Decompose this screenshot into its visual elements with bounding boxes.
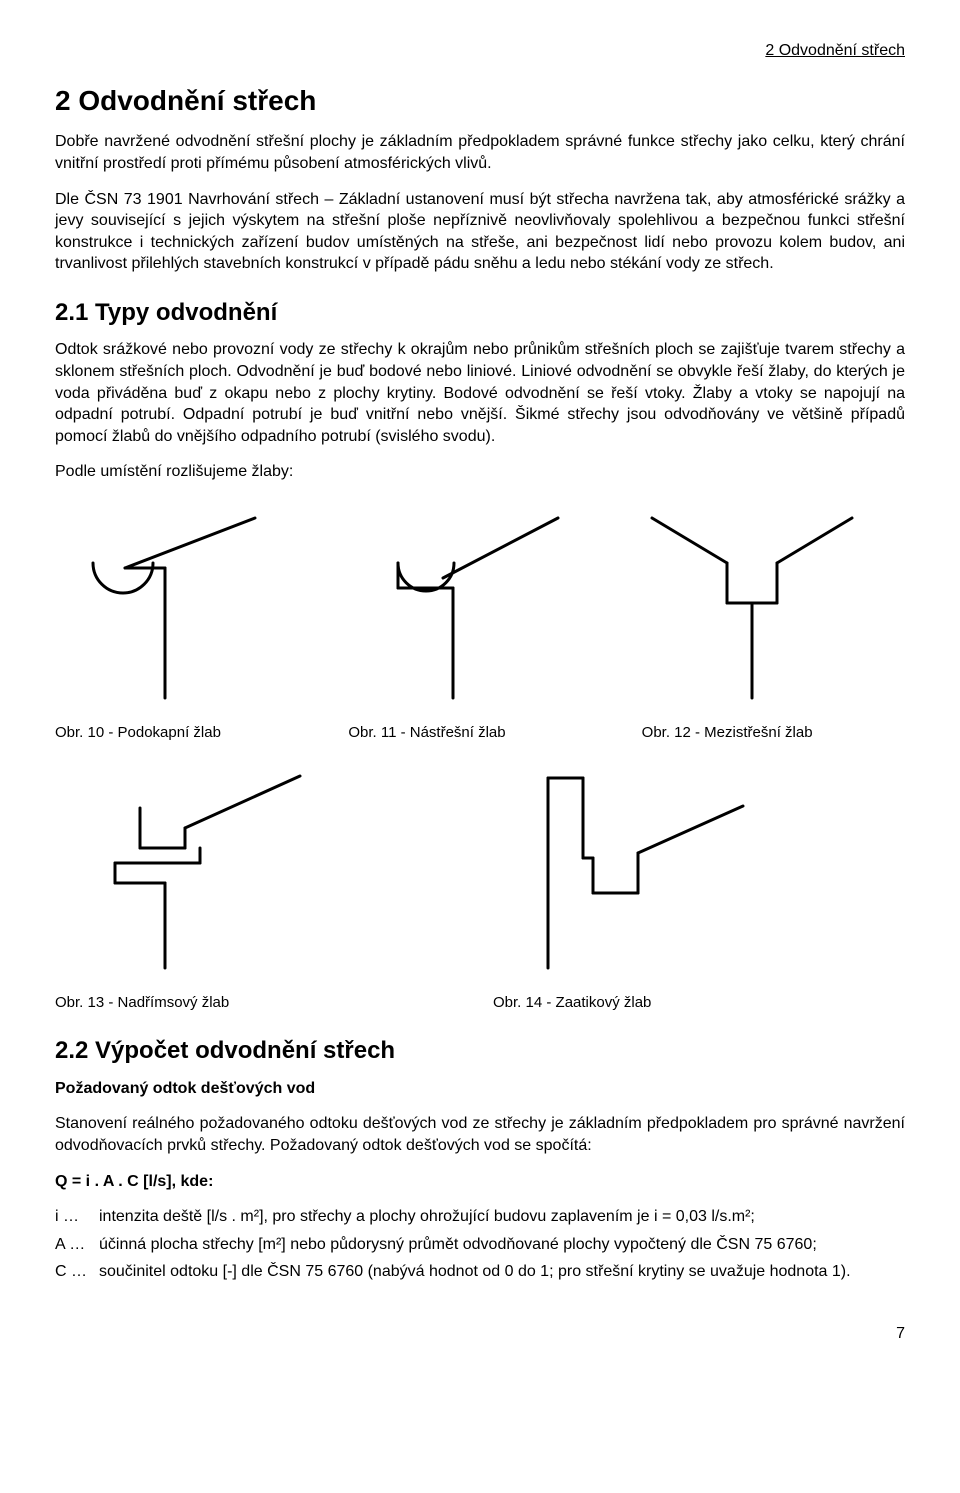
def-A: A … účinná plocha střechy [m²] nebo půdo… (55, 1234, 905, 1256)
running-header: 2 Odvodnění střech (55, 40, 905, 62)
def-C: C … součinitel odtoku [-] dle ČSN 75 676… (55, 1261, 905, 1283)
fig10-svg (55, 508, 275, 708)
caption-10: Obr. 10 - Podokapní žlab (55, 723, 318, 743)
heading-2-1: 2.1 Typy odvodnění (55, 297, 905, 329)
figure-13: Obr. 13 - Nadřímsový žlab (55, 768, 463, 1013)
figure-10: Obr. 10 - Podokapní žlab (55, 508, 318, 743)
def-C-symbol: C … (55, 1261, 99, 1283)
def-i-symbol: i … (55, 1206, 99, 1228)
subheading-required-runoff: Požadovaný odtok dešťových vod (55, 1078, 905, 1100)
formula: Q = i . A . C [l/s], kde: (55, 1171, 905, 1193)
caption-11: Obr. 11 - Nástřešní žlab (348, 723, 611, 743)
paragraph-intro-2: Dle ČSN 73 1901 Navrhování střech – Zákl… (55, 189, 905, 275)
def-A-symbol: A … (55, 1234, 99, 1256)
figure-row-1: Obr. 10 - Podokapní žlab Obr. 11 - Nástř… (55, 508, 905, 743)
figure-14: Obr. 14 - Zaatikový žlab (493, 768, 901, 1013)
def-C-text: součinitel odtoku [-] dle ČSN 75 6760 (n… (99, 1261, 905, 1283)
definitions-list: i … intenzita deště [l/s . m²], pro stře… (55, 1206, 905, 1283)
heading-2-2: 2.2 Výpočet odvodnění střech (55, 1035, 905, 1067)
heading-main: 2 Odvodnění střech (55, 82, 905, 120)
fig11-svg (348, 508, 568, 708)
fig12-svg (642, 508, 862, 708)
def-i: i … intenzita deště [l/s . m²], pro stře… (55, 1206, 905, 1228)
figure-12: Obr. 12 - Mezistřešní žlab (642, 508, 905, 743)
paragraph-types: Odtok srážkové nebo provozní vody ze stř… (55, 339, 905, 447)
caption-13: Obr. 13 - Nadřímsový žlab (55, 993, 463, 1013)
caption-12: Obr. 12 - Mezistřešní žlab (642, 723, 905, 743)
fig13-svg (55, 768, 315, 978)
caption-14: Obr. 14 - Zaatikový žlab (493, 993, 901, 1013)
fig14-svg (493, 768, 753, 978)
def-A-text: účinná plocha střechy [m²] nebo půdorysn… (99, 1234, 905, 1256)
figure-row-2: Obr. 13 - Nadřímsový žlab Obr. 14 - Zaat… (55, 768, 905, 1013)
paragraph-classify: Podle umístění rozlišujeme žlaby: (55, 461, 905, 483)
paragraph-intro-1: Dobře navržené odvodnění střešní plochy … (55, 131, 905, 174)
paragraph-calc: Stanovení reálného požadovaného odtoku d… (55, 1113, 905, 1156)
page-number: 7 (55, 1323, 905, 1345)
def-i-text: intenzita deště [l/s . m²], pro střechy … (99, 1206, 905, 1228)
figure-11: Obr. 11 - Nástřešní žlab (348, 508, 611, 743)
